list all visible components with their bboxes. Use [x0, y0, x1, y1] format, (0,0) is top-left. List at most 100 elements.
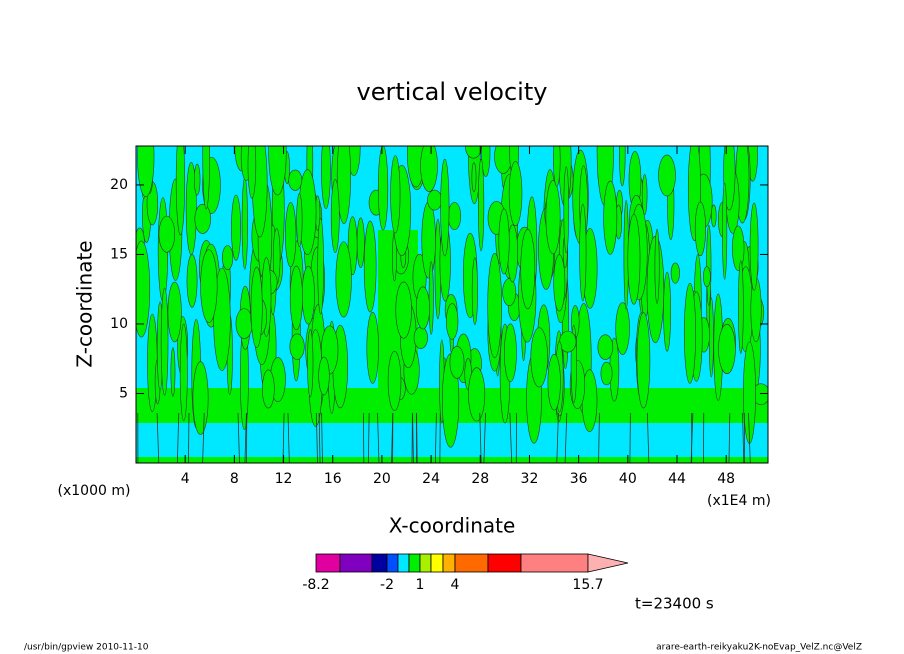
x-unit: (x1000 m)	[58, 483, 131, 499]
x-tick-label: 16	[324, 471, 342, 487]
colorbar-segment	[339, 553, 373, 573]
field-blob	[336, 146, 351, 224]
field-blob	[670, 262, 680, 284]
field-blob	[494, 146, 512, 174]
colorbar-segment	[371, 553, 388, 573]
colorbar-segment	[408, 553, 421, 573]
field-contour	[321, 412, 323, 463]
colorbar-segment	[520, 553, 589, 573]
field-blob	[285, 202, 297, 268]
field-blob	[317, 218, 324, 315]
field-blob	[471, 257, 478, 325]
field-blob	[553, 146, 561, 187]
field-blob	[743, 341, 756, 444]
field-contour	[156, 412, 160, 463]
field-blob	[158, 215, 176, 253]
contour-field	[136, 146, 768, 463]
colorbar-label: 15.7	[572, 577, 603, 593]
colorbar-extend	[587, 553, 629, 573]
field-blob	[421, 201, 436, 279]
x-tick-label: 48	[717, 471, 735, 487]
field-blob	[194, 163, 201, 196]
colorbar-label: -2	[380, 577, 394, 593]
field-blob	[749, 202, 759, 291]
field-contour	[434, 412, 437, 463]
field-contour	[646, 412, 650, 463]
colorbar-segment	[397, 553, 410, 573]
field-contour	[742, 412, 745, 463]
field-blob	[603, 180, 618, 255]
y-tick-label: 10	[110, 316, 128, 332]
x-axis-label: X-coordinate	[389, 514, 516, 538]
field-blob	[508, 161, 523, 227]
field-blob	[498, 208, 510, 275]
field-contour	[728, 412, 731, 463]
field-contour	[598, 412, 600, 463]
field-blob	[301, 265, 315, 325]
field-blob	[137, 146, 155, 198]
field-blob	[395, 281, 412, 339]
field-blob	[636, 312, 651, 409]
field-contour	[479, 412, 482, 463]
field-blob	[167, 281, 182, 343]
field-blob	[708, 297, 714, 378]
plot-frame	[135, 145, 769, 464]
field-blob	[481, 146, 491, 178]
field-blob	[654, 228, 660, 304]
field-blob	[192, 361, 209, 435]
field-blob	[428, 261, 434, 335]
field-blob	[738, 260, 744, 354]
field-blob	[553, 254, 566, 312]
x-tick-label: 32	[521, 471, 539, 487]
field-contour	[564, 412, 568, 463]
colorbar-label: -8.2	[302, 577, 329, 593]
field-blob	[530, 327, 548, 388]
field-blob	[335, 241, 352, 318]
field-blob	[307, 329, 314, 398]
x-tick-label: 20	[373, 471, 391, 487]
field-blob	[415, 286, 430, 330]
field-blob	[619, 146, 626, 187]
x-tick-label: 4	[181, 471, 190, 487]
field-blob	[597, 334, 614, 360]
field-blob	[213, 267, 231, 371]
field-blob	[250, 266, 263, 348]
field-contour	[244, 412, 247, 463]
field-blob	[289, 265, 303, 331]
field-blob	[363, 220, 377, 313]
field-blob	[502, 278, 517, 306]
field-contour	[629, 412, 631, 463]
field-blob	[318, 356, 330, 396]
field-blob	[186, 254, 198, 308]
colorbar-segment	[315, 553, 341, 573]
field-blob	[241, 177, 248, 270]
field-blob	[545, 180, 561, 255]
field-blob	[732, 225, 745, 271]
field-blob	[366, 312, 379, 384]
field-blob	[194, 203, 211, 234]
field-blob	[202, 146, 210, 210]
field-blob	[627, 214, 641, 305]
field-blob	[702, 266, 711, 288]
field-blob	[547, 353, 561, 411]
field-blob	[413, 326, 428, 349]
colorbar: -8.2 -2 1 4 15.7	[302, 553, 629, 593]
field-blob	[387, 350, 402, 411]
field-blob	[710, 204, 717, 228]
x-tick-label: 44	[668, 471, 686, 487]
field-contour	[287, 412, 290, 463]
field-blob	[504, 323, 517, 383]
x-tick-label: 28	[471, 471, 489, 487]
field-contour	[367, 412, 370, 463]
field-blob	[563, 166, 570, 254]
field-blob	[520, 229, 536, 310]
field-blob	[222, 245, 234, 270]
field-contour	[318, 412, 321, 463]
field-blob	[247, 146, 257, 199]
field-blob	[136, 240, 151, 338]
field-contour	[748, 412, 751, 463]
footer-left: /usr/bin/gpview 2010-11-10	[24, 643, 149, 653]
field-blob	[268, 146, 287, 196]
